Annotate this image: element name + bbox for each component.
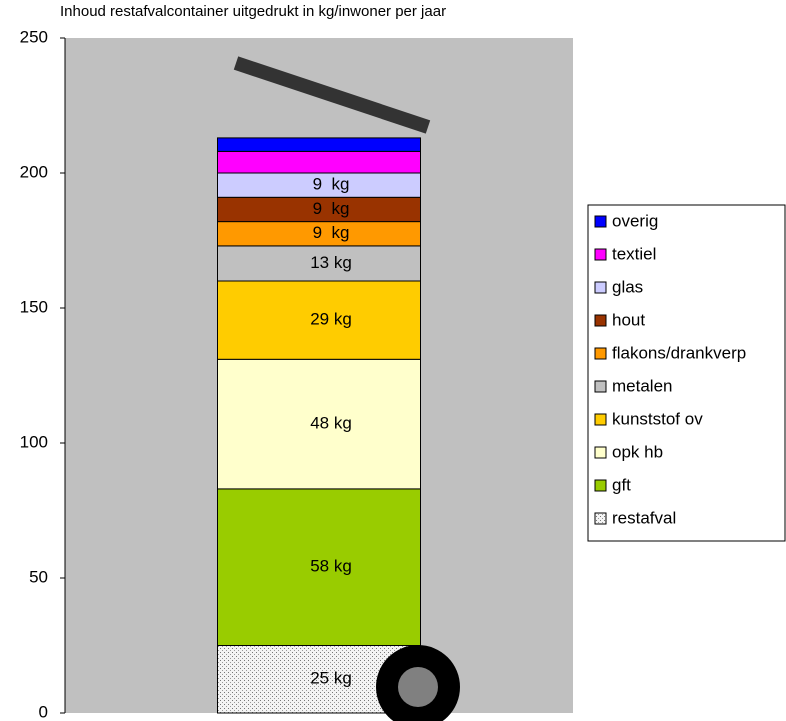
value-label: 9 kg [313,199,350,218]
legend-swatch [594,512,607,525]
bar-segment [217,221,421,247]
bar-segment [217,488,421,646]
legend-label: kunststof ov [612,409,703,428]
legend-label: overig [612,211,658,230]
legend-label: hout [612,310,645,329]
legend-swatch [594,248,607,261]
value-label: 25 kg [310,669,352,688]
chart-title: Inhoud restafvalcontainer uitgedrukt in … [60,3,446,20]
legend-swatch [594,446,607,459]
legend-swatch [594,380,607,393]
bar-segment [217,150,421,174]
y-tick-label: 200 [20,162,48,181]
y-tick-label: 250 [20,27,48,46]
y-tick-label: 0 [39,702,48,721]
bar-segment [217,245,421,282]
legend-swatch [594,347,607,360]
bar-segment [217,196,421,223]
legend-label: metalen [612,376,672,395]
legend-label: gft [612,475,631,494]
legend-swatch [594,314,607,327]
legend-label: glas [612,277,643,296]
value-label: 48 kg [310,414,352,433]
bar-segment [217,172,421,198]
y-tick-label: 150 [20,297,48,316]
value-label: 13 kg [310,253,352,272]
legend-label: textiel [612,244,656,263]
legend-swatch [594,479,607,492]
legend: restafval gft opk hb kunststof ov metalen fla… [587,204,786,542]
y-tick-label: 100 [20,432,48,451]
bar-segment [217,358,421,490]
bar-segment [217,137,421,152]
value-label: 9 kg [313,175,350,194]
legend-swatch [594,215,607,228]
legend-box [587,204,786,542]
legend-label: flakons/drankverp [612,343,746,362]
legend-label: opk hb [612,442,663,461]
value-label: 58 kg [310,557,352,576]
legend-swatch [594,281,607,294]
value-label: 9 kg [313,223,350,242]
value-label: 29 kg [310,310,352,329]
y-tick-label: 50 [29,567,48,586]
container-lid [233,56,431,134]
bar-segment [217,280,421,360]
legend-label: restafval [612,508,676,527]
wheel-hub [398,667,438,707]
plot: 0 50 100 150 200 250 25 kg 58 kg 48 kg 29 kg 13 kg… [20,27,421,721]
legend-swatch [594,413,607,426]
